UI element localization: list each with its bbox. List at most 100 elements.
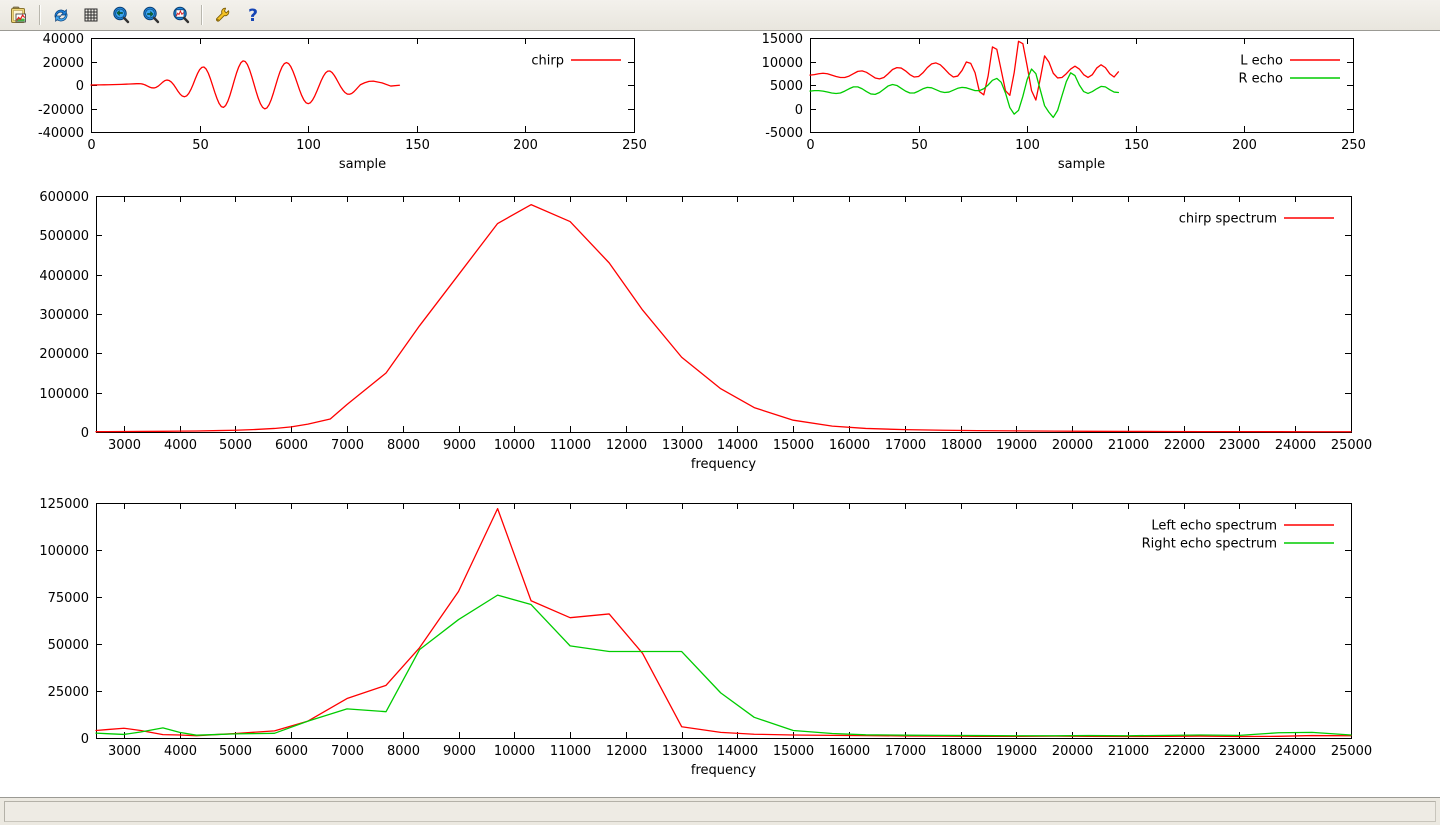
x-tick-label: 4000	[164, 438, 197, 453]
plot-area[interactable]: 0 50 100 150 200 250 -40000 -20000 0 20000 40000 ch…	[0, 31, 1440, 797]
x-tick-label: 15000	[773, 438, 814, 453]
x-tick-label: 10000	[494, 438, 535, 453]
x-tick-label: 250	[622, 138, 647, 153]
x-axis-title-chirp-spectrum: frequency	[691, 457, 757, 472]
copy-to-clipboard-icon[interactable]	[5, 2, 33, 29]
series-line-chirp-spectrum	[95, 203, 1352, 433]
x-tick-label: 25000	[1331, 744, 1372, 759]
grid-icon[interactable]	[77, 2, 105, 29]
y-tick-label: 125000	[39, 497, 89, 512]
x-tick-label: 200	[1232, 138, 1257, 153]
x-tick-label: 24000	[1275, 744, 1316, 759]
legend-label-l-echo: L echo	[1240, 54, 1283, 69]
y-tick-label: 5000	[770, 79, 803, 94]
x-tick-label: 250	[1341, 138, 1366, 153]
toolbar-separator-1	[39, 5, 41, 25]
x-tick-label: 9000	[443, 744, 476, 759]
x-tick-label: 150	[405, 138, 430, 153]
chart-echo-spectrum: 3000 4000 5000 6000 7000 8000 9000 10000 11000 12…	[39, 497, 1372, 778]
x-tick-label: 10000	[494, 744, 535, 759]
series-line-l-echo	[809, 40, 1120, 101]
x-tick-label: 21000	[1108, 744, 1149, 759]
x-tick-label: 100	[296, 138, 321, 153]
y-tick-label: 0	[81, 426, 89, 441]
x-tick-label: 50	[911, 138, 928, 153]
x-tick-label: 6000	[275, 438, 308, 453]
y-tick-label: 100000	[39, 544, 89, 559]
zoom-autoscale-icon[interactable]	[167, 2, 195, 29]
x-tick-label: 22000	[1164, 744, 1205, 759]
y-tick-label: 200000	[39, 347, 89, 362]
y-tick-label: 100000	[39, 387, 89, 402]
x-tick-label: 16000	[829, 438, 870, 453]
x-tick-label: 23000	[1219, 438, 1260, 453]
series-line-r-echo	[809, 68, 1120, 119]
legend-label-right-echo-spectrum: Right echo spectrum	[1142, 537, 1277, 552]
x-tick-label: 15000	[773, 744, 814, 759]
multi-panel-plot[interactable]: 0 50 100 150 200 250-40000-2000002000040000ch…	[0, 31, 1440, 797]
status-bar	[0, 797, 1440, 825]
status-bar-text	[4, 801, 1436, 822]
y-tick-label: -40000	[38, 126, 84, 141]
plot-frame-echo-spectrum	[96, 503, 1352, 739]
x-tick-label: 150	[1124, 138, 1149, 153]
x-tick-label: 6000	[275, 744, 308, 759]
x-tick-label: 21000	[1108, 438, 1149, 453]
y-tick-label: -20000	[38, 103, 84, 118]
x-tick-label: 20000	[1052, 744, 1093, 759]
x-tick-label: 22000	[1164, 438, 1205, 453]
x-tick-label: 200	[513, 138, 538, 153]
x-axis-title-echo-waveform: sample	[1058, 157, 1105, 172]
x-tick-label: 3000	[108, 744, 141, 759]
plot-frame-chirp-spectrum	[96, 196, 1352, 433]
x-tick-label: 11000	[550, 744, 591, 759]
toolbar: ?	[0, 0, 1440, 31]
x-tick-label: 100	[1015, 138, 1040, 153]
y-tick-label: 20000	[43, 56, 84, 71]
y-tick-label: 0	[81, 732, 89, 747]
x-axis-title-chirp-waveform: sample	[339, 157, 386, 172]
y-tick-label: 15000	[762, 32, 803, 47]
x-tick-label: 20000	[1052, 438, 1093, 453]
x-tick-label: 9000	[443, 438, 476, 453]
y-tick-label: 40000	[43, 32, 84, 47]
y-tick-label: -5000	[765, 126, 803, 141]
x-axis-title-echo-spectrum: frequency	[691, 763, 757, 778]
zoom-next-icon[interactable]	[137, 2, 165, 29]
legend-label-left-echo-spectrum: Left echo spectrum	[1151, 519, 1277, 534]
x-tick-label: 13000	[662, 438, 703, 453]
x-tick-label: 19000	[996, 438, 1037, 453]
x-tick-label: 8000	[387, 438, 420, 453]
x-tick-label: 18000	[941, 744, 982, 759]
x-tick-label: 25000	[1331, 438, 1372, 453]
y-tick-label: 500000	[39, 229, 89, 244]
settings-icon[interactable]	[209, 2, 237, 29]
x-tick-label: 12000	[606, 438, 647, 453]
toolbar-separator-2	[201, 5, 203, 25]
series-line-right-echo-spectrum	[95, 594, 1352, 737]
y-tick-label: 300000	[39, 308, 89, 323]
legend-label-r-echo: R echo	[1238, 72, 1283, 87]
legend-label-chirp-spectrum: chirp spectrum	[1179, 212, 1277, 227]
x-tick-label: 0	[806, 138, 814, 153]
x-tick-label: 50	[192, 138, 209, 153]
x-tick-label: 7000	[331, 438, 364, 453]
x-tick-label: 8000	[387, 744, 420, 759]
chart-chirp-spectrum: 3000 4000 5000 6000 7000 8000 9000 10000 11000 12…	[39, 190, 1372, 472]
y-tick-label: 400000	[39, 269, 89, 284]
x-tick-label: 17000	[885, 438, 926, 453]
x-tick-label: 17000	[885, 744, 926, 759]
y-tick-label: 10000	[762, 56, 803, 71]
svg-text:?: ?	[248, 6, 258, 25]
replot-icon[interactable]	[47, 2, 75, 29]
x-tick-label: 0	[87, 138, 95, 153]
x-tick-label: 16000	[829, 744, 870, 759]
help-icon[interactable]: ?	[239, 2, 267, 29]
x-tick-label: 12000	[606, 744, 647, 759]
y-tick-label: 0	[795, 103, 803, 118]
legend-label-chirp: chirp	[531, 54, 564, 69]
x-tick-label: 5000	[219, 744, 252, 759]
y-tick-label: 0	[76, 79, 84, 94]
zoom-previous-icon[interactable]	[107, 2, 135, 29]
